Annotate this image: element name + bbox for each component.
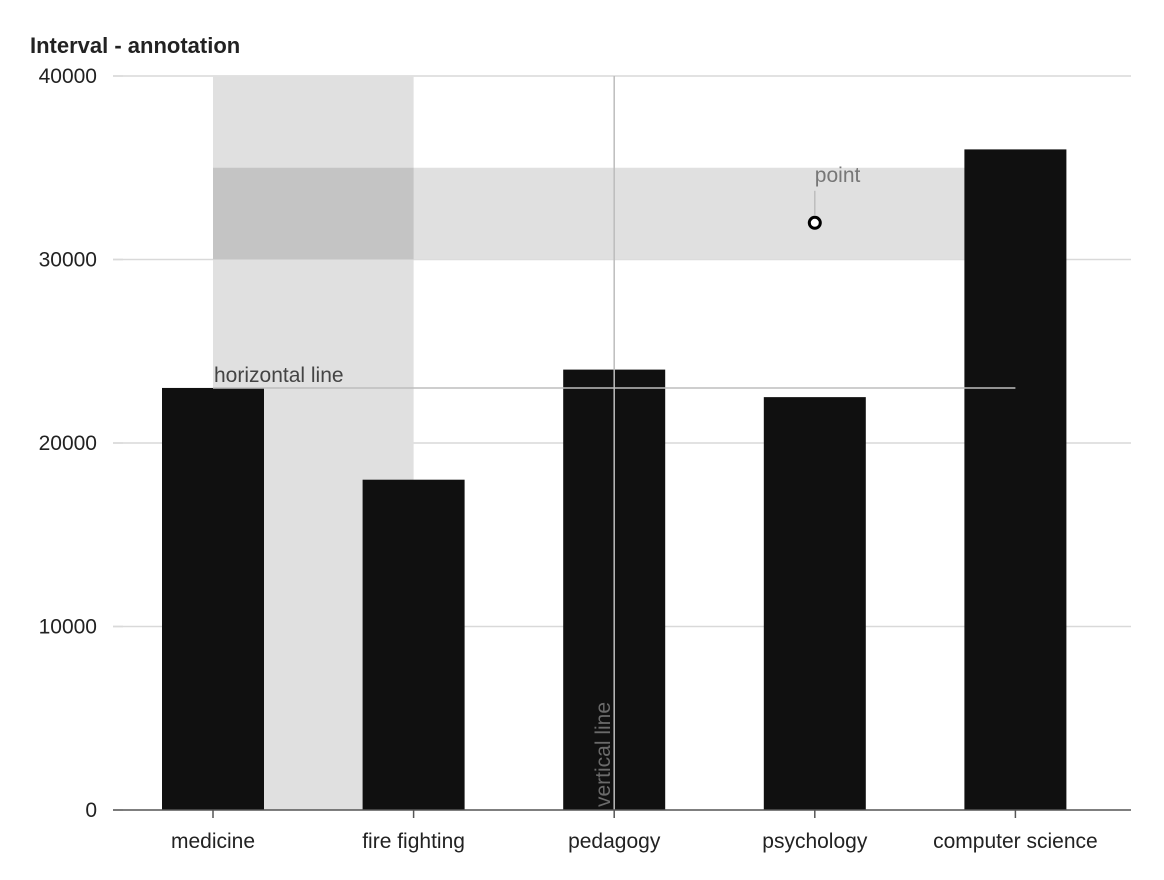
- point-marker: [807, 215, 822, 230]
- bar-computer-science: [964, 149, 1067, 810]
- chart-title: Interval - annotation: [30, 33, 241, 58]
- band-overlap: [213, 167, 414, 260]
- x-tick-label: medicine: [171, 830, 255, 853]
- bar-psychology: [763, 397, 866, 810]
- bar-medicine: [162, 387, 264, 810]
- y-tick-label: 40000: [39, 65, 97, 88]
- x-tick-label: fire fighting: [362, 830, 465, 853]
- bar-fire-fighting: [362, 479, 465, 810]
- x-tick-label: psychology: [762, 830, 868, 853]
- vertical-line-label: vertical line: [592, 702, 615, 807]
- y-tick-label: 20000: [39, 432, 97, 455]
- annotations-layer: horizontal line vertical line point: [213, 76, 1016, 810]
- axis-layer: 0 10000 20000 30000 40000 medicine fire fighti…: [39, 65, 1131, 853]
- point-label: point: [815, 164, 861, 187]
- y-tick-label: 30000: [39, 249, 97, 272]
- y-tick-label: 10000: [39, 616, 97, 639]
- horizontal-line-label: horizontal line: [214, 364, 344, 387]
- x-tick-label: pedagogy: [568, 830, 661, 853]
- y-tick-label: 0: [85, 799, 97, 822]
- x-tick-label: computer science: [933, 830, 1098, 853]
